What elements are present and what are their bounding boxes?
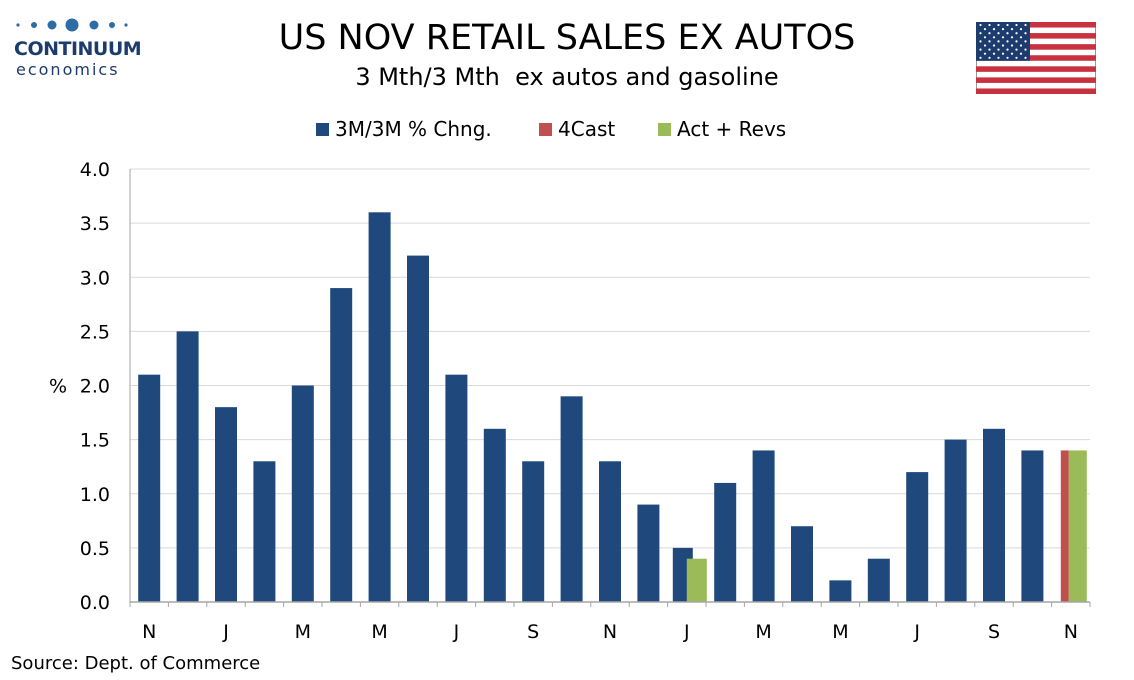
chart-title: US NOV RETAIL SALES EX AUTOS [278, 18, 856, 58]
y-tick-label: 4.0 [80, 159, 110, 181]
y-tick-label: 2.5 [80, 321, 110, 343]
bar [1060, 450, 1069, 602]
bar [829, 580, 852, 602]
x-tick-label: M [295, 621, 311, 643]
bar [215, 407, 237, 602]
bar [138, 374, 161, 602]
bar [1021, 450, 1044, 602]
bar [176, 331, 199, 602]
legend-label: Act + Revs [677, 117, 786, 141]
legend-label: 3M/3M % Chng. [335, 117, 492, 141]
bar [791, 526, 813, 602]
bar [368, 212, 391, 603]
x-tick-label: J [913, 621, 920, 643]
bar [560, 396, 583, 602]
bar [1068, 450, 1087, 602]
y-tick-label: 2.0 [80, 376, 110, 398]
x-tick-label: N [142, 621, 156, 643]
legend-swatch [316, 123, 329, 136]
x-tick-label: M [832, 621, 848, 643]
bar [522, 461, 545, 602]
bar [752, 450, 775, 602]
x-tick-label: S [527, 621, 539, 643]
logo-dots-icon [16, 18, 128, 32]
bar [445, 374, 468, 602]
legend: 3M/3M % Chng. 4Cast Act + Revs [316, 117, 786, 141]
x-tick-label: J [453, 621, 460, 643]
chart-subtitle: 3 Mth/3 Mth ex autos and gasoline [355, 63, 779, 91]
legend-swatch [658, 123, 671, 136]
bar [637, 504, 660, 602]
y-tick-label: 3.0 [80, 267, 110, 289]
continuum-logo: CONTINUUM economics [14, 14, 142, 79]
y-tick-label: 0.5 [80, 538, 110, 560]
logo-word-continuum: CONTINUUM [14, 38, 142, 60]
y-tick-label: 3.5 [80, 213, 110, 235]
bars [138, 212, 1087, 603]
logo-word-economics: economics [16, 60, 120, 79]
x-tick-label: J [222, 621, 229, 643]
bar [867, 558, 890, 602]
x-tick-label: J [683, 621, 690, 643]
axes: 0.0 0.5 1.0 1.5 2.0 2.5 3.0 3.5 4.0% N J M M J S N J M M J S… [49, 159, 1091, 643]
bar [291, 385, 314, 602]
x-tick-label: N [603, 621, 617, 643]
bar [686, 558, 707, 602]
bar [483, 428, 506, 602]
x-tick-label: M [371, 621, 387, 643]
y-tick-label: 1.0 [80, 484, 110, 506]
x-tick-label: N [1064, 621, 1078, 643]
bar [944, 439, 967, 602]
x-tick-label: S [988, 621, 1000, 643]
bar [906, 472, 929, 602]
bar [599, 461, 621, 602]
x-tick-label: M [755, 621, 771, 643]
bar [983, 428, 1005, 602]
legend-swatch [539, 123, 552, 136]
bar [407, 255, 429, 602]
us-flag-icon [976, 22, 1096, 94]
legend-label: 4Cast [558, 117, 615, 141]
bar [714, 482, 737, 602]
y-tick-label: 1.5 [80, 430, 110, 452]
y-axis-label: % [49, 376, 67, 398]
bar [253, 461, 276, 602]
source-note: Source: Dept. of Commerce [11, 653, 261, 674]
bar [330, 288, 353, 602]
y-tick-label: 0.0 [80, 592, 110, 614]
